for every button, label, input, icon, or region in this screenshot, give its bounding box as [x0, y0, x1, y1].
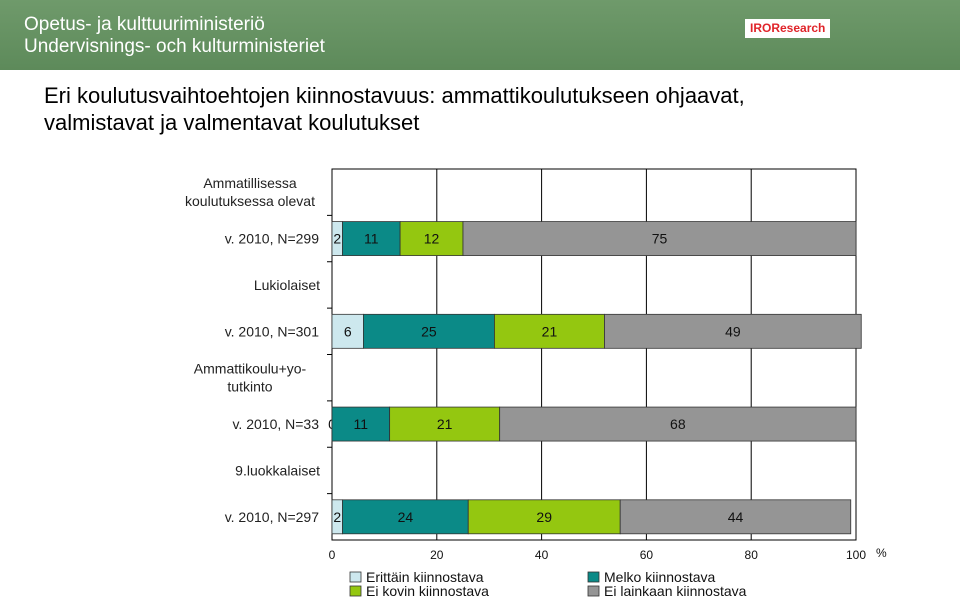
data-label: 12 — [424, 231, 440, 247]
data-label: 2 — [333, 231, 341, 247]
group-heading: Ammatillisessa — [203, 175, 297, 191]
x-tick-label: 40 — [535, 548, 549, 562]
data-label: 21 — [437, 416, 453, 432]
bar-segment — [331, 406, 391, 442]
data-label: 29 — [536, 509, 552, 525]
title-line-1: Eri koulutusvaihtoehtojen kiinnostavuus:… — [44, 83, 745, 108]
x-unit-label: % — [876, 546, 887, 560]
group-heading: tutkinto — [227, 379, 272, 395]
data-label: 75 — [652, 231, 668, 247]
group-heading: 9.luokkalaiset — [235, 462, 320, 478]
data-label: 44 — [728, 509, 744, 525]
ministry-name-swedish: Undervisnings- och kulturministeriet — [24, 36, 325, 57]
legend-entry: Erittäin kiinnostava — [366, 569, 484, 585]
data-label: 21 — [542, 323, 558, 339]
data-label: 25 — [421, 323, 437, 339]
legend-swatch — [349, 585, 362, 597]
bar-segment — [604, 313, 862, 349]
bar-label: v. 2010, N=301 — [225, 323, 320, 339]
group-heading: koulutuksessa olevat — [185, 193, 315, 209]
bar-segment — [342, 221, 401, 256]
bar-segment — [619, 499, 852, 535]
data-label: 49 — [725, 323, 741, 339]
bar-segment — [462, 221, 857, 256]
data-label: 2 — [333, 509, 341, 525]
legend-entry: Melko kiinnostava — [604, 569, 715, 585]
x-tick-label: 20 — [430, 548, 444, 562]
legend-swatch — [587, 585, 600, 597]
legend-entry: Ei kovin kiinnostava — [366, 583, 489, 599]
bar-label: v. 2010, N=297 — [225, 509, 320, 525]
bar-segment — [363, 313, 495, 349]
header-banner: Opetus- ja kulttuuriministeriö Undervisn… — [0, 0, 960, 70]
bar-segment — [499, 406, 857, 442]
x-tick-label: 0 — [329, 548, 336, 562]
data-label: 6 — [344, 323, 352, 339]
bar-label: v. 2010, N=299 — [225, 231, 320, 247]
x-tick-label: 60 — [640, 548, 654, 562]
group-heading: Lukiolaiset — [254, 277, 320, 293]
bar-label: v. 2010, N=33 — [232, 416, 319, 432]
data-label: 11 — [354, 416, 369, 432]
bar-segment — [342, 499, 469, 535]
iroresearch-logo: IROResearch — [745, 19, 831, 38]
data-label: 24 — [398, 509, 414, 525]
legend-entry: Ei lainkaan kiinnostava — [604, 583, 747, 599]
data-label: 11 — [364, 231, 379, 247]
x-tick-label: 80 — [745, 548, 759, 562]
title-line-2: valmistavat ja valmentavat koulutukset — [44, 110, 420, 135]
legend-swatch — [349, 571, 362, 583]
data-label: 68 — [670, 416, 686, 432]
legend-swatch — [587, 571, 600, 583]
group-heading: Ammattikoulu+yo- — [194, 361, 307, 377]
page-title: Eri koulutusvaihtoehtojen kiinnostavuus:… — [44, 82, 924, 136]
ministry-name-finnish: Opetus- ja kulttuuriministeriö — [24, 14, 265, 35]
bar-segment — [389, 406, 501, 442]
x-tick-label: 100 — [846, 548, 866, 562]
